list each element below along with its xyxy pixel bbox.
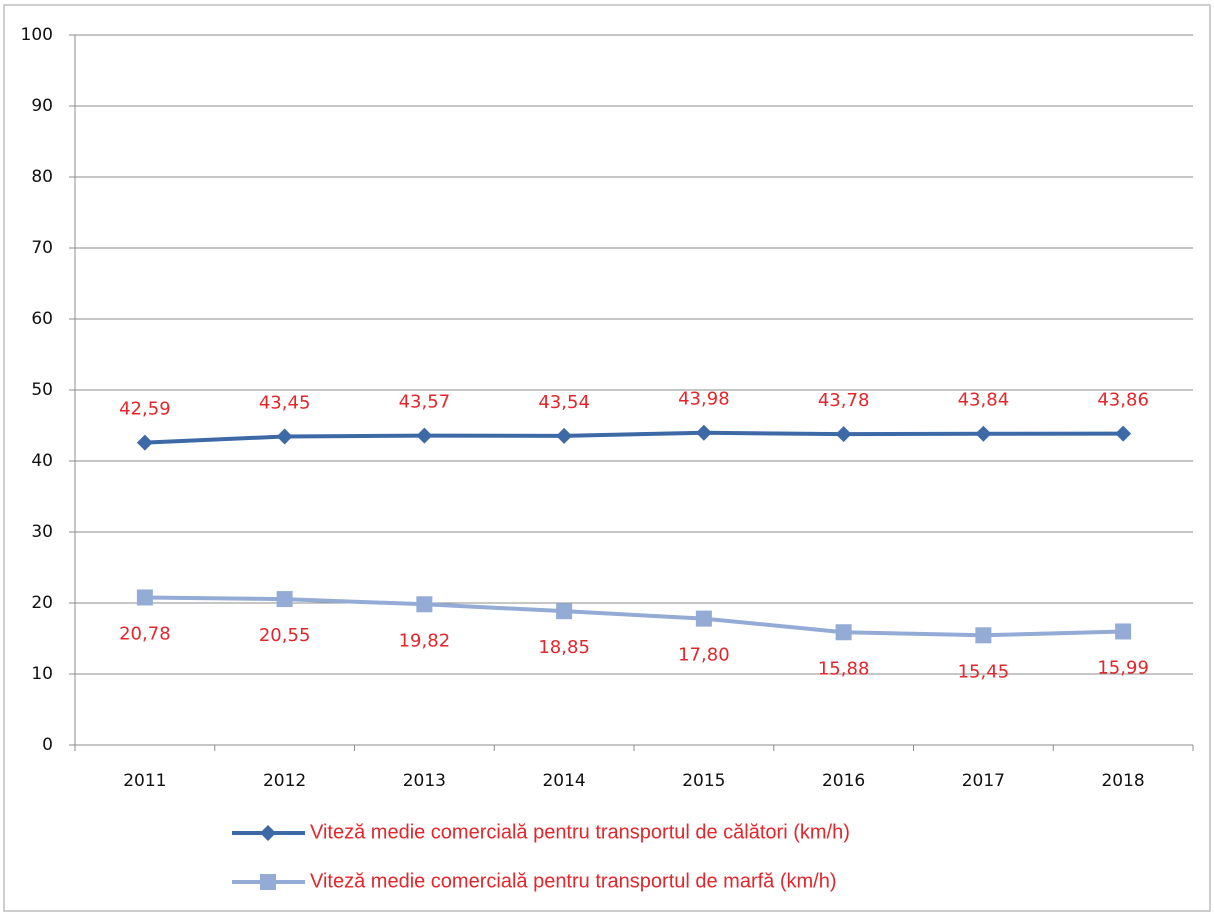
data-label: 43,78	[818, 390, 870, 411]
data-point	[975, 425, 992, 442]
data-point	[276, 591, 293, 608]
data-label: 43,54	[538, 392, 590, 413]
data-label: 20,55	[259, 625, 311, 646]
chart-border	[3, 4, 1211, 912]
data-point	[556, 603, 573, 620]
data-label: 20,78	[119, 623, 171, 644]
y-tick-label: 70	[31, 238, 53, 258]
data-point	[1115, 425, 1132, 442]
data-point	[835, 624, 852, 641]
series-line	[144, 595, 1124, 638]
y-tick-label: 40	[31, 451, 53, 471]
y-tick-label: 20	[31, 593, 53, 613]
x-tick-label: 2016	[822, 771, 865, 791]
x-tick-label: 2015	[682, 771, 725, 791]
y-tick-label: 50	[31, 380, 53, 400]
data-point	[695, 610, 712, 627]
data-point	[556, 427, 573, 444]
data-point	[276, 428, 293, 445]
data-label: 43,84	[958, 390, 1010, 411]
y-tick-label: 90	[31, 96, 53, 116]
y-tick-label: 80	[31, 167, 53, 187]
data-point	[416, 596, 433, 613]
data-point	[695, 424, 712, 441]
y-tick-label: 30	[31, 522, 53, 542]
data-point	[416, 427, 433, 444]
data-label: 19,82	[399, 630, 451, 651]
legend-label: Viteză medie comercială pentru transport…	[310, 870, 837, 892]
x-tick-label: 2018	[1101, 771, 1144, 791]
data-label: 43,57	[399, 392, 451, 413]
data-label: 15,99	[1097, 657, 1149, 678]
y-tick-label: 10	[31, 664, 53, 684]
data-point	[975, 627, 992, 644]
data-point	[136, 589, 153, 606]
x-tick-label: 2014	[542, 771, 585, 791]
y-tick-label: 60	[31, 309, 53, 329]
data-label: 43,98	[678, 389, 730, 410]
data-label: 18,85	[538, 637, 590, 658]
data-label: 43,45	[259, 393, 311, 414]
legend-label: Viteză medie comercială pentru transport…	[310, 821, 850, 843]
data-label: 17,80	[678, 645, 730, 666]
series-line	[144, 430, 1124, 445]
legend-marker	[260, 874, 276, 890]
legend-marker	[260, 825, 276, 841]
y-tick-label: 0	[42, 735, 53, 755]
data-point	[136, 434, 153, 451]
data-label: 15,88	[818, 658, 870, 679]
data-point	[1115, 623, 1132, 640]
data-label: 15,45	[958, 661, 1010, 682]
x-tick-label: 2011	[123, 771, 166, 791]
y-tick-label: 100	[21, 25, 53, 45]
x-tick-label: 2017	[962, 771, 1005, 791]
x-tick-label: 2012	[263, 771, 306, 791]
data-label: 43,86	[1097, 390, 1149, 411]
data-label: 42,59	[119, 399, 171, 420]
x-tick-label: 2013	[403, 771, 446, 791]
data-point	[835, 426, 852, 443]
